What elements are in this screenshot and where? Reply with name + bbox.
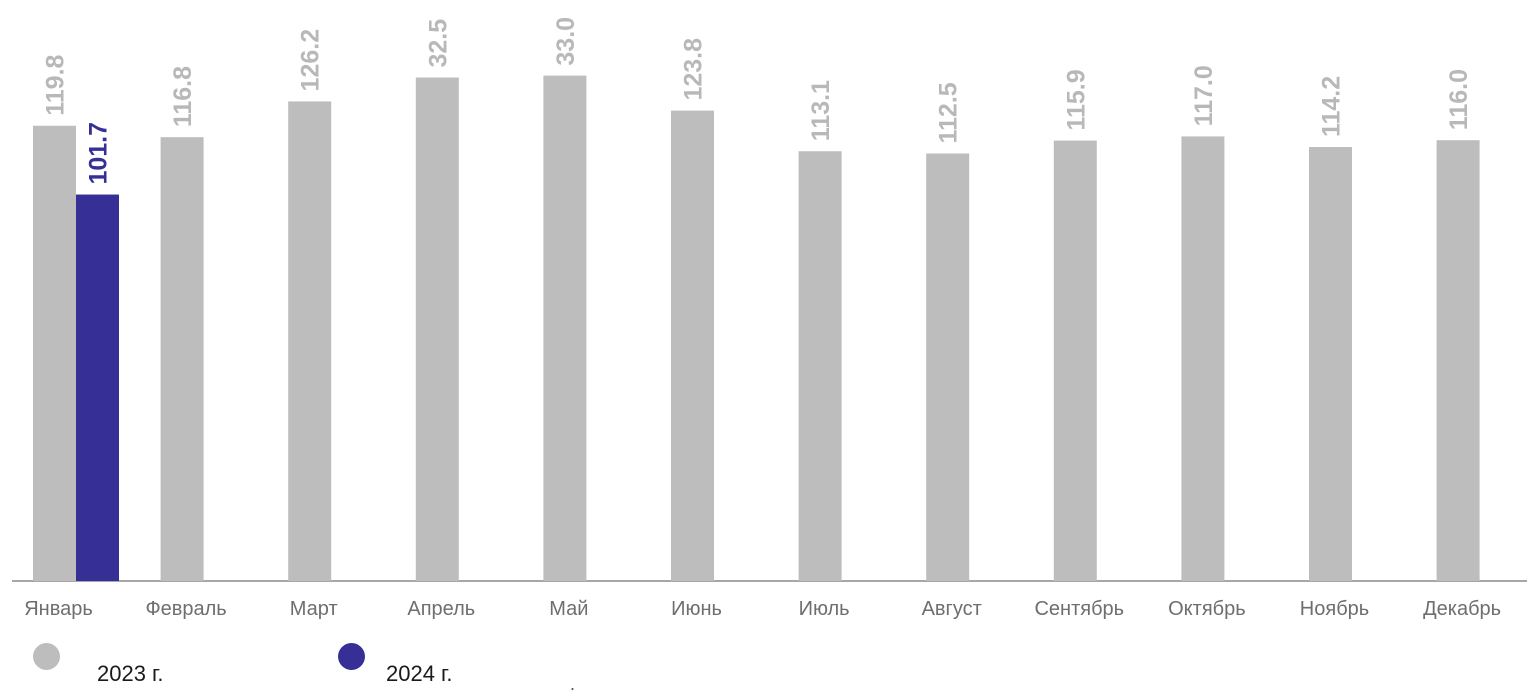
bars-group bbox=[33, 75, 1480, 582]
legend: 2023 г. 2024 г. bbox=[0, 640, 1527, 692]
month-label-8: Август bbox=[922, 598, 982, 620]
bar-2023-6 bbox=[671, 110, 714, 581]
value-labels-group: 119.8 101.7 116.8 126.2 32.5 33.0 123.8 113.1 11… bbox=[42, 17, 1474, 185]
bar-2023-5 bbox=[543, 75, 587, 581]
value-label-2023-3: 126.2 bbox=[297, 29, 325, 92]
bar-2023-9 bbox=[1053, 140, 1097, 581]
legend-trailing-mark: . bbox=[570, 674, 576, 694]
bar-2023-2 bbox=[160, 137, 204, 581]
legend-label-2024: 2024 г. bbox=[386, 661, 453, 686]
bar-2023-3 bbox=[288, 101, 332, 581]
month-label-4: Апрель bbox=[407, 598, 475, 620]
value-label-2023-4: 32.5 bbox=[424, 19, 452, 68]
month-label-7: Июль bbox=[799, 598, 850, 620]
month-label-10: Октябрь bbox=[1168, 598, 1246, 620]
month-label-2: Февраль bbox=[145, 598, 226, 620]
bar-2023-11 bbox=[1309, 147, 1352, 582]
value-label-2023-8: 112.5 bbox=[935, 82, 963, 143]
month-label-12: Декабрь bbox=[1423, 598, 1501, 620]
value-label-2023-11: 114.2 bbox=[1318, 76, 1346, 137]
legend-dot-2023-icon bbox=[33, 643, 60, 670]
value-label-2024-1: 101.7 bbox=[85, 122, 113, 185]
value-label-2023-1: 119.8 bbox=[42, 54, 70, 115]
value-label-2023-5: 33.0 bbox=[552, 17, 580, 66]
month-label-6: Июнь bbox=[671, 598, 722, 620]
value-label-2023-10: 117.0 bbox=[1190, 65, 1218, 126]
month-label-1: Январь bbox=[24, 598, 93, 620]
value-label-2023-6: 123.8 bbox=[680, 38, 708, 101]
bar-2023-7 bbox=[798, 151, 842, 581]
bar-2023-1 bbox=[33, 125, 76, 581]
value-label-2023-2: 116.8 bbox=[169, 66, 197, 127]
bar-2023-10 bbox=[1181, 136, 1225, 581]
bar-2023-8 bbox=[926, 153, 970, 581]
month-label-9: Сентябрь bbox=[1034, 598, 1124, 620]
bar-2023-4 bbox=[415, 77, 459, 581]
legend-dot-2024-icon bbox=[338, 643, 365, 670]
month-label-5: Май bbox=[549, 598, 588, 620]
value-label-2023-9: 115.9 bbox=[1062, 69, 1090, 130]
bar-2024-1 bbox=[76, 194, 119, 582]
bar-2023-12 bbox=[1436, 140, 1480, 581]
value-label-2023-7: 113.1 bbox=[807, 80, 835, 141]
legend-label-2023: 2023 г. bbox=[97, 661, 164, 686]
month-label-11: Ноябрь bbox=[1300, 598, 1369, 620]
month-label-3: Март bbox=[290, 598, 338, 620]
month-labels-group: Январь Февраль Март Апрель Май Июнь Июль Август… bbox=[24, 598, 1501, 620]
value-label-2023-12: 116.0 bbox=[1445, 69, 1473, 130]
